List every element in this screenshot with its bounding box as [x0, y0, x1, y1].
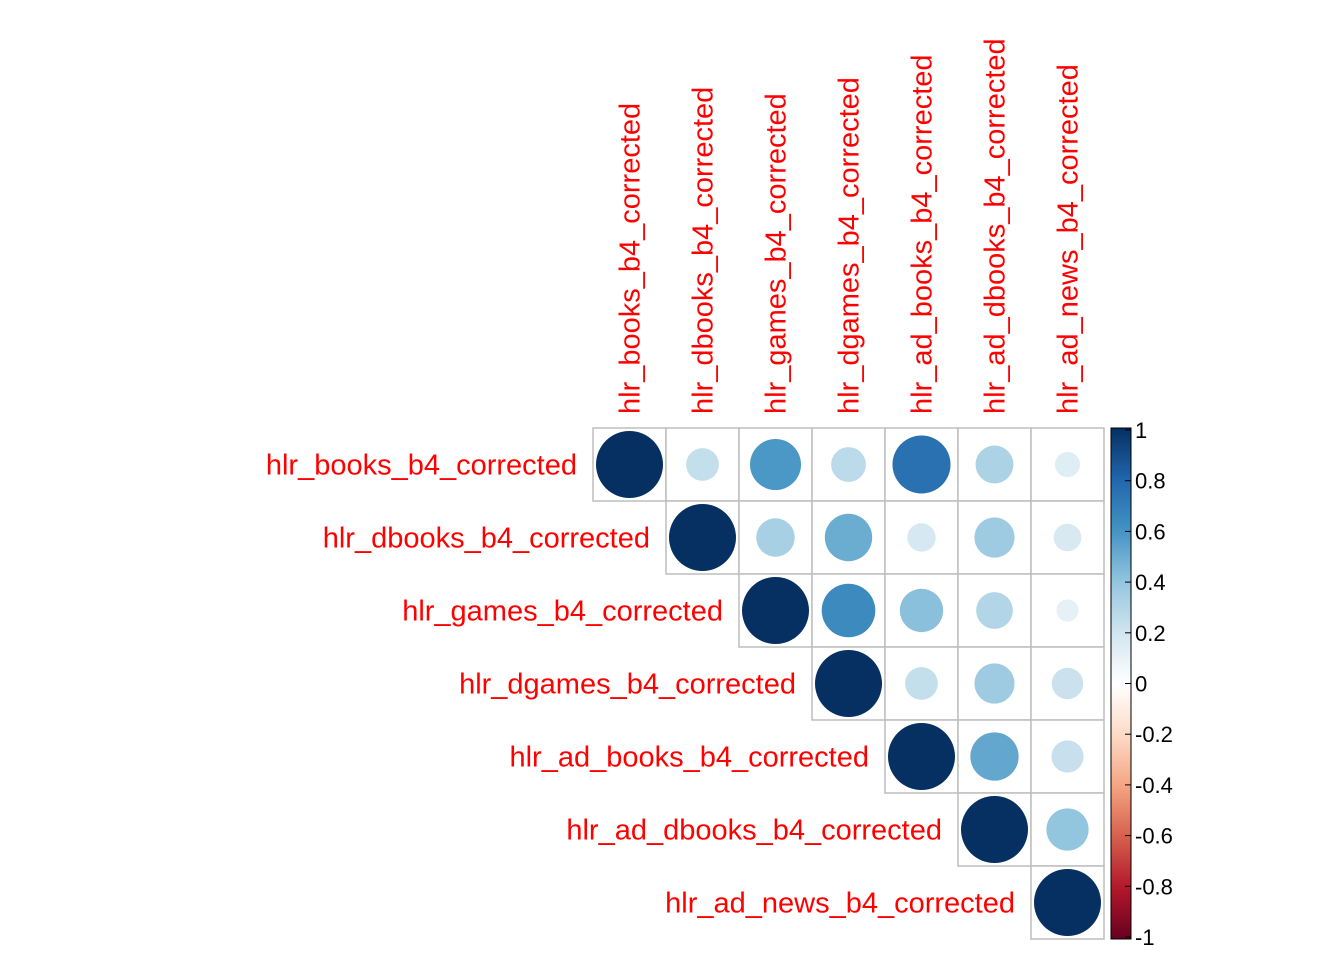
corr-circle-0-0 — [596, 431, 663, 498]
colorbar-tick-label: -0.2 — [1135, 722, 1173, 747]
corr-circle-0-4 — [892, 435, 951, 494]
colorbar-tick-label: -0.8 — [1135, 874, 1173, 899]
row-label: hlr_dgames_b4_corrected — [459, 669, 796, 701]
column-label: hlr_games_b4_corrected — [761, 93, 793, 414]
row-label: hlr_books_b4_corrected — [266, 450, 577, 482]
column-label: hlr_books_b4_corrected — [615, 103, 647, 414]
corr-circle-3-5 — [974, 663, 1015, 704]
corr-circle-1-2 — [756, 518, 795, 557]
corr-circle-1-5 — [974, 517, 1015, 558]
colorbar-tick-label: 1 — [1135, 418, 1147, 443]
grid-cell-3-6 — [1030, 646, 1105, 721]
corr-circle-5-6 — [1046, 808, 1089, 851]
corr-circle-1-1 — [669, 504, 736, 571]
colorbar-tick-label: 0.4 — [1135, 570, 1166, 595]
column-labels: hlr_books_b4_corrected hlr_dbooks_b4_corr… — [615, 38, 1085, 414]
corr-circle-6-6 — [1034, 869, 1101, 936]
corr-circle-3-3 — [815, 650, 882, 717]
corr-circle-4-6 — [1051, 740, 1084, 773]
row-label: hlr_ad_dbooks_b4_corrected — [566, 815, 942, 847]
row-labels: hlr_books_b4_corrected hlr_dbooks_b4_corr… — [266, 450, 1015, 920]
corr-circle-2-5 — [976, 592, 1013, 629]
corr-circle-2-3 — [821, 583, 876, 638]
corr-circle-0-3 — [831, 447, 866, 482]
row-label: hlr_ad_books_b4_corrected — [509, 742, 869, 774]
row-label: hlr_ad_news_b4_corrected — [665, 888, 1015, 920]
corr-circle-2-2 — [742, 577, 809, 644]
corr-circle-0-6 — [1054, 451, 1081, 478]
colorbar-tick-label: -0.6 — [1135, 824, 1173, 849]
corr-circle-2-4 — [899, 588, 944, 633]
corr-circle-1-6 — [1053, 523, 1082, 552]
column-label: hlr_ad_news_b4_corrected — [1053, 64, 1085, 414]
corr-circle-4-4 — [888, 723, 955, 790]
colorbar-tick-label: -0.4 — [1135, 773, 1173, 798]
corr-circle-1-4 — [907, 523, 936, 552]
corr-circle-3-6 — [1051, 667, 1084, 700]
colorbar-tick-label: 0.2 — [1135, 621, 1166, 646]
corr-circle-2-6 — [1056, 599, 1079, 622]
colorbar-tick-label: 0 — [1135, 672, 1147, 697]
colorbar-tick-label: 0.6 — [1135, 519, 1166, 544]
column-label: hlr_ad_books_b4_corrected — [907, 54, 939, 414]
row-label: hlr_dbooks_b4_corrected — [323, 523, 650, 555]
corr-circle-0-2 — [749, 438, 802, 491]
corr-circle-4-5 — [970, 732, 1019, 781]
corr-circle-3-4 — [905, 667, 938, 700]
circle-layer — [596, 431, 1101, 936]
column-label: hlr_dbooks_b4_corrected — [688, 87, 720, 414]
corr-circle-0-1 — [686, 448, 719, 481]
column-label: hlr_dgames_b4_corrected — [834, 77, 866, 414]
corr-circle-5-5 — [961, 796, 1028, 863]
colorbar: 1 0.8 0.6 0.4 0.2 0 -0.2 -0.4 -0.6 -0.8 -1 — [1110, 418, 1173, 950]
colorbar-tick-label: 0.8 — [1135, 469, 1166, 494]
row-label: hlr_games_b4_corrected — [402, 596, 723, 628]
corr-circle-0-5 — [975, 445, 1014, 484]
column-label: hlr_ad_dbooks_b4_corrected — [980, 38, 1012, 414]
corr-circle-1-3 — [824, 513, 873, 562]
colorbar-tick-label: -1 — [1135, 925, 1155, 950]
